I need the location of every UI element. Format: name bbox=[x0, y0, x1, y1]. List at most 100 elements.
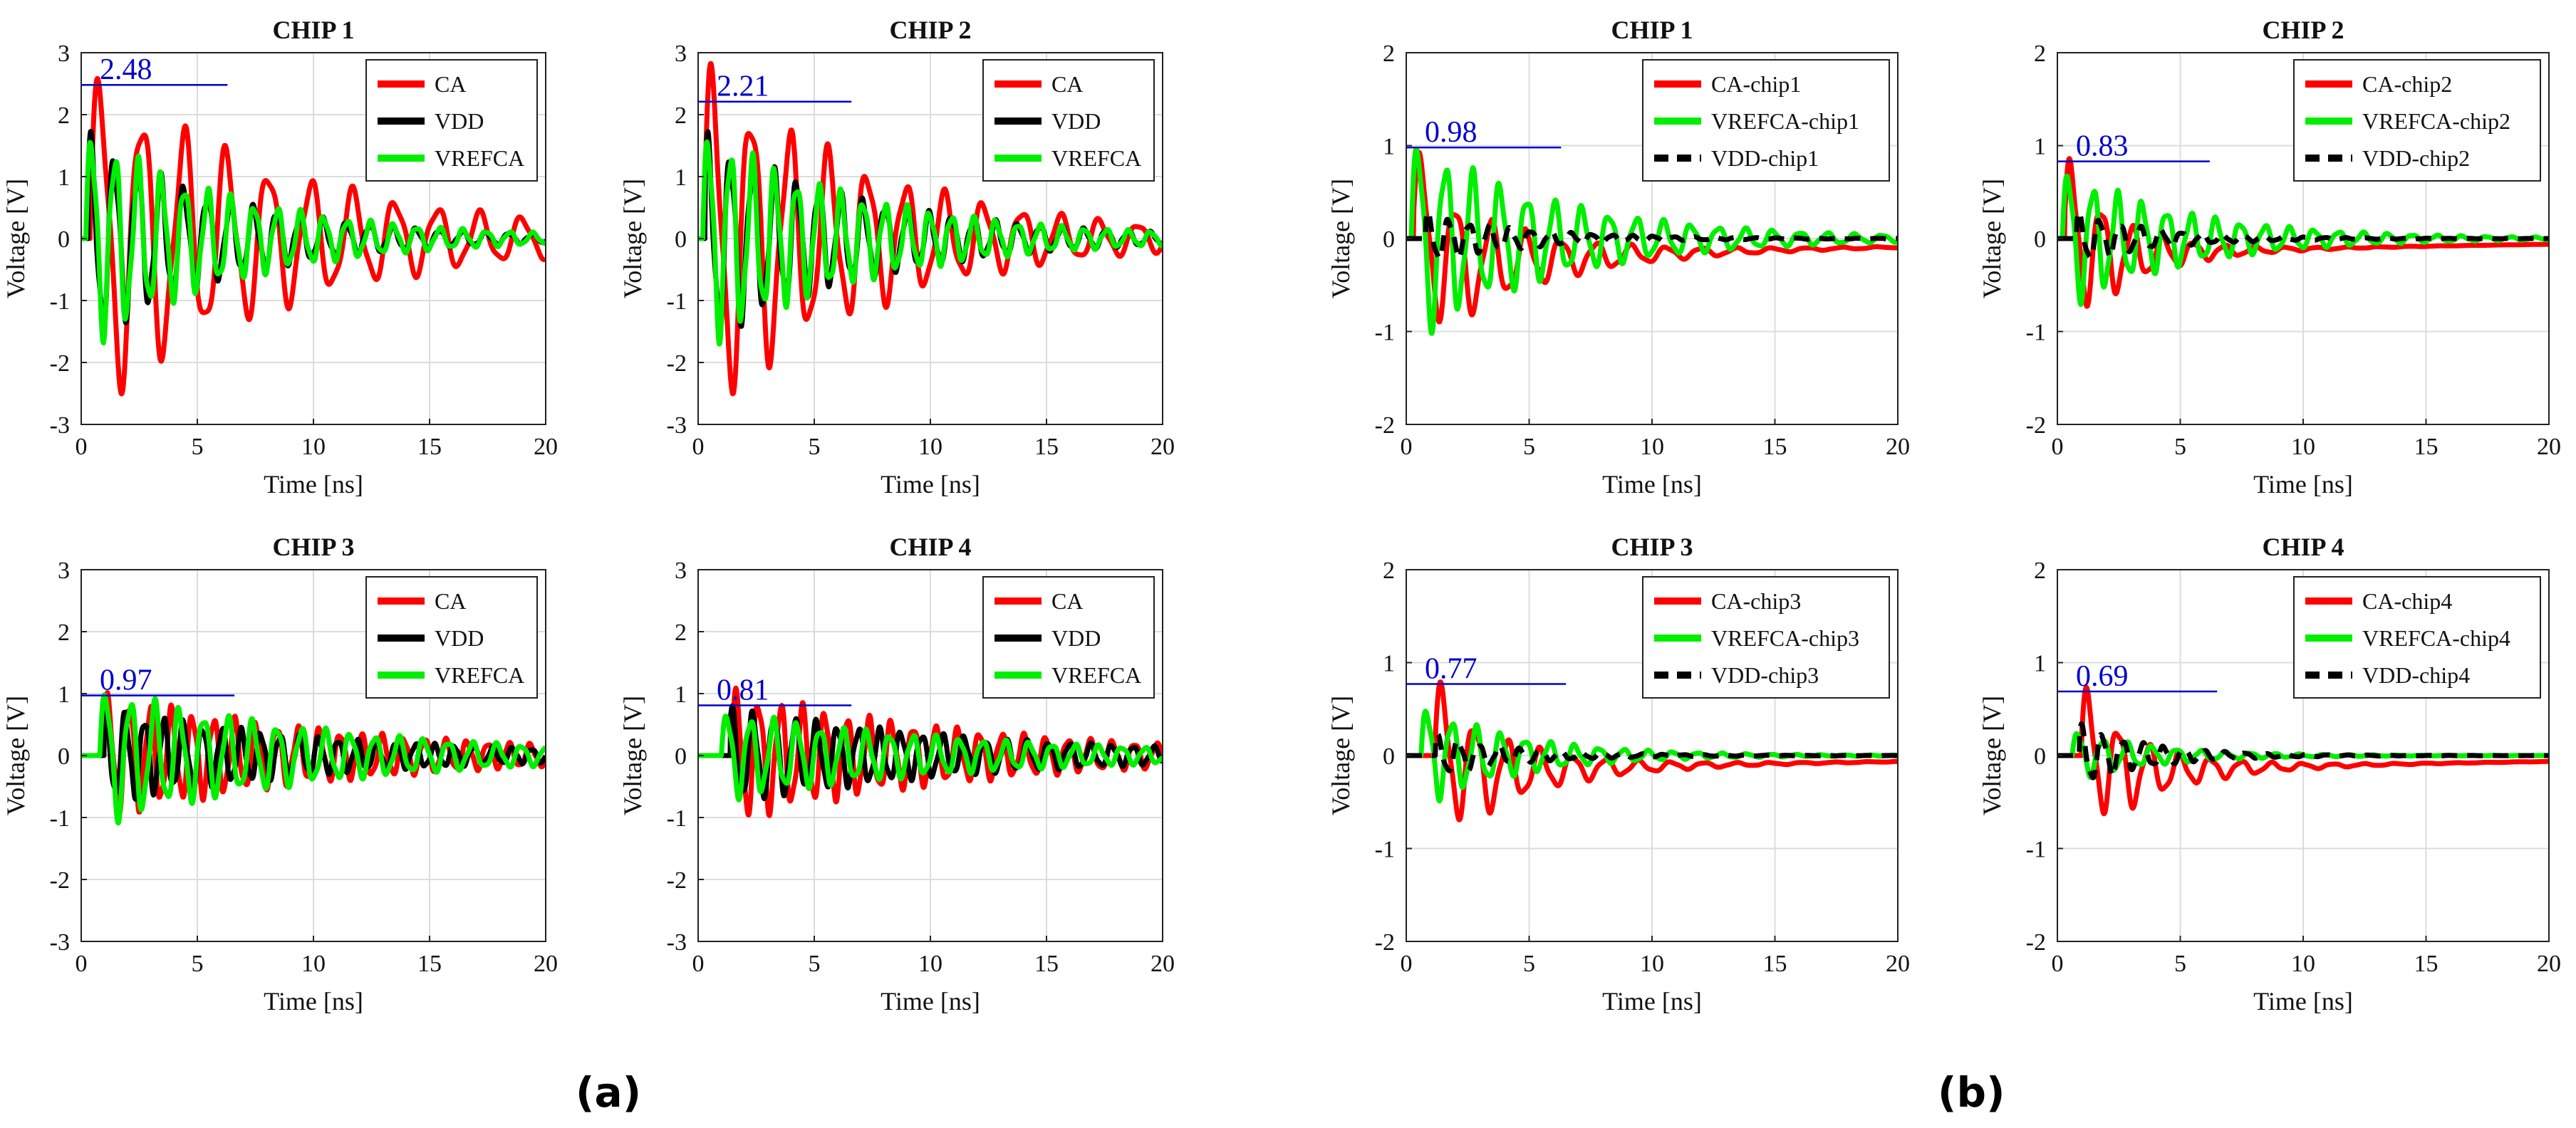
x-tick-label: 10 bbox=[2291, 434, 2315, 460]
legend-label-ca-chip1: CA-chip1 bbox=[1711, 71, 1801, 97]
x-tick-label: 0 bbox=[1401, 434, 1413, 460]
x-axis-label: Time [ns] bbox=[264, 987, 363, 1015]
chart-a-3: 0 5 10 15 20 -3 -2 -1 0 1 2 3 CHIP 3 Time [ns] Voltage… bbox=[1, 533, 558, 1015]
x-tick-label: 10 bbox=[1640, 434, 1664, 460]
x-tick-label: 10 bbox=[918, 951, 942, 977]
x-tick-label: 10 bbox=[301, 951, 326, 977]
x-tick-label: 15 bbox=[1763, 434, 1787, 460]
x-tick-label: 20 bbox=[534, 434, 558, 460]
y-tick-label: 1 bbox=[58, 682, 70, 708]
peak-value-label: 2.48 bbox=[100, 53, 152, 86]
y-axis-label: Voltage [V] bbox=[1326, 696, 1355, 815]
y-tick-label: 0 bbox=[2034, 226, 2046, 253]
y-tick-label: 3 bbox=[58, 41, 70, 67]
y-tick-label: 1 bbox=[1383, 651, 1395, 677]
series-line-vrefca bbox=[698, 139, 1163, 347]
chart-title: CHIP 3 bbox=[1611, 533, 1693, 561]
series-line-vrefca-chip1 bbox=[1406, 146, 1898, 336]
panel-label-b: (b) bbox=[1938, 1068, 2005, 1117]
y-tick-label: -3 bbox=[50, 412, 70, 439]
legend-label-ca: CA bbox=[1051, 588, 1083, 614]
y-axis-label: Voltage [V] bbox=[1978, 179, 2006, 298]
x-tick-label: 15 bbox=[417, 951, 442, 977]
chart-a-1: 0 5 10 15 20 -3 -2 -1 0 1 2 3 CHIP 1 Time [ns] Voltage… bbox=[1, 16, 558, 498]
legend-label-vrefca: VREFCA bbox=[1051, 662, 1141, 688]
x-axis-label: Time [ns] bbox=[881, 470, 980, 498]
series-line-ca-chip3 bbox=[1406, 679, 1898, 822]
x-tick-label: 0 bbox=[1401, 951, 1413, 977]
x-tick-label: 5 bbox=[1523, 434, 1535, 460]
y-tick-label: 0 bbox=[675, 226, 687, 253]
legend: CA-chip1 VREFCA-chip1 VDD-chip1 bbox=[1642, 59, 1890, 182]
y-tick-label: 1 bbox=[2034, 134, 2046, 160]
chart-title: CHIP 1 bbox=[1611, 16, 1693, 44]
x-tick-label: 20 bbox=[1151, 434, 1175, 460]
x-tick-label: 15 bbox=[1763, 951, 1787, 977]
chart-b-4: 0 5 10 15 20 -2 -1 0 1 2 CHIP 4 Time [ns] Voltage [V… bbox=[1978, 533, 2561, 1015]
chart-title: CHIP 2 bbox=[889, 16, 971, 44]
y-tick-label: 2 bbox=[2034, 558, 2046, 584]
series-line-vdd-chip3 bbox=[1406, 731, 1898, 773]
x-tick-label: 20 bbox=[2537, 951, 2561, 977]
legend-label-ca: CA bbox=[1051, 71, 1083, 97]
x-tick-label: 0 bbox=[76, 951, 88, 977]
chart-title: CHIP 1 bbox=[272, 16, 354, 44]
y-tick-label: 2 bbox=[1383, 558, 1395, 584]
series-line-vrefca bbox=[698, 714, 1163, 803]
legend-label-vrefca-chip2: VREFCA-chip2 bbox=[2362, 108, 2510, 134]
x-tick-label: 15 bbox=[1034, 951, 1059, 977]
legend-label-ca-chip4: CA-chip4 bbox=[2362, 588, 2452, 614]
y-tick-label: -3 bbox=[667, 412, 687, 439]
legend-label-vdd-chip4: VDD-chip4 bbox=[2362, 662, 2470, 688]
series-line-vdd-chip1 bbox=[1406, 209, 1898, 261]
y-tick-label: 3 bbox=[675, 558, 687, 584]
y-axis-label: Voltage [V] bbox=[1326, 179, 1355, 298]
legend-label-vdd: VDD bbox=[435, 625, 484, 651]
y-tick-label: -2 bbox=[50, 350, 70, 377]
legend-label-vrefca-chip1: VREFCA-chip1 bbox=[1711, 108, 1859, 134]
legend: CA VDD VREFCA bbox=[982, 576, 1155, 699]
x-tick-label: 10 bbox=[2291, 951, 2315, 977]
peak-value-label: 0.97 bbox=[100, 664, 152, 697]
legend-label-vdd: VDD bbox=[435, 108, 484, 134]
x-tick-label: 0 bbox=[2052, 434, 2064, 460]
x-axis-label: Time [ns] bbox=[264, 470, 363, 498]
y-tick-label: 3 bbox=[675, 41, 687, 67]
x-tick-label: 20 bbox=[2537, 434, 2561, 460]
y-tick-label: 0 bbox=[675, 743, 687, 770]
x-tick-label: 15 bbox=[2414, 951, 2439, 977]
y-tick-label: 0 bbox=[1383, 226, 1395, 253]
y-tick-label: 1 bbox=[1383, 134, 1395, 160]
series-line-vrefca bbox=[81, 140, 546, 345]
x-tick-label: 15 bbox=[417, 434, 442, 460]
y-tick-label: -1 bbox=[50, 805, 70, 832]
y-tick-label: -1 bbox=[667, 288, 687, 315]
chart-a-4: 0 5 10 15 20 -3 -2 -1 0 1 2 3 CHIP 4 Time [ns] Voltage… bbox=[618, 533, 1175, 1015]
legend-label-vdd: VDD bbox=[1051, 625, 1101, 651]
x-tick-label: 20 bbox=[534, 951, 558, 977]
x-axis-label: Time [ns] bbox=[1602, 987, 1702, 1015]
x-tick-label: 0 bbox=[76, 434, 88, 460]
y-tick-label: 0 bbox=[58, 743, 70, 770]
y-tick-label: 2 bbox=[1383, 41, 1395, 67]
legend: CA VDD VREFCA bbox=[982, 59, 1155, 182]
y-tick-label: -2 bbox=[2026, 929, 2046, 956]
y-tick-label: 1 bbox=[58, 164, 70, 191]
chart-title: CHIP 4 bbox=[889, 533, 971, 561]
x-tick-label: 5 bbox=[2174, 951, 2186, 977]
x-tick-label: 15 bbox=[1034, 434, 1059, 460]
y-axis-label: Voltage [V] bbox=[1, 696, 30, 815]
series-line-vdd-chip2 bbox=[2057, 209, 2549, 261]
x-tick-label: 5 bbox=[192, 434, 204, 460]
y-tick-label: -2 bbox=[667, 350, 687, 377]
legend-label-ca: CA bbox=[435, 71, 466, 97]
x-tick-label: 20 bbox=[1151, 951, 1175, 977]
legend-label-vrefca-chip3: VREFCA-chip3 bbox=[1711, 625, 1859, 651]
x-tick-label: 10 bbox=[301, 434, 326, 460]
series-line-vrefca bbox=[81, 692, 546, 826]
legend-label-vrefca-chip4: VREFCA-chip4 bbox=[2362, 625, 2510, 651]
y-axis-label: Voltage [V] bbox=[618, 179, 647, 298]
chart-title: CHIP 2 bbox=[2262, 16, 2344, 44]
chart-a-2: 0 5 10 15 20 -3 -2 -1 0 1 2 3 CHIP 2 Time [ns] Voltage… bbox=[618, 16, 1175, 498]
peak-value-label: 0.98 bbox=[1425, 116, 1477, 149]
